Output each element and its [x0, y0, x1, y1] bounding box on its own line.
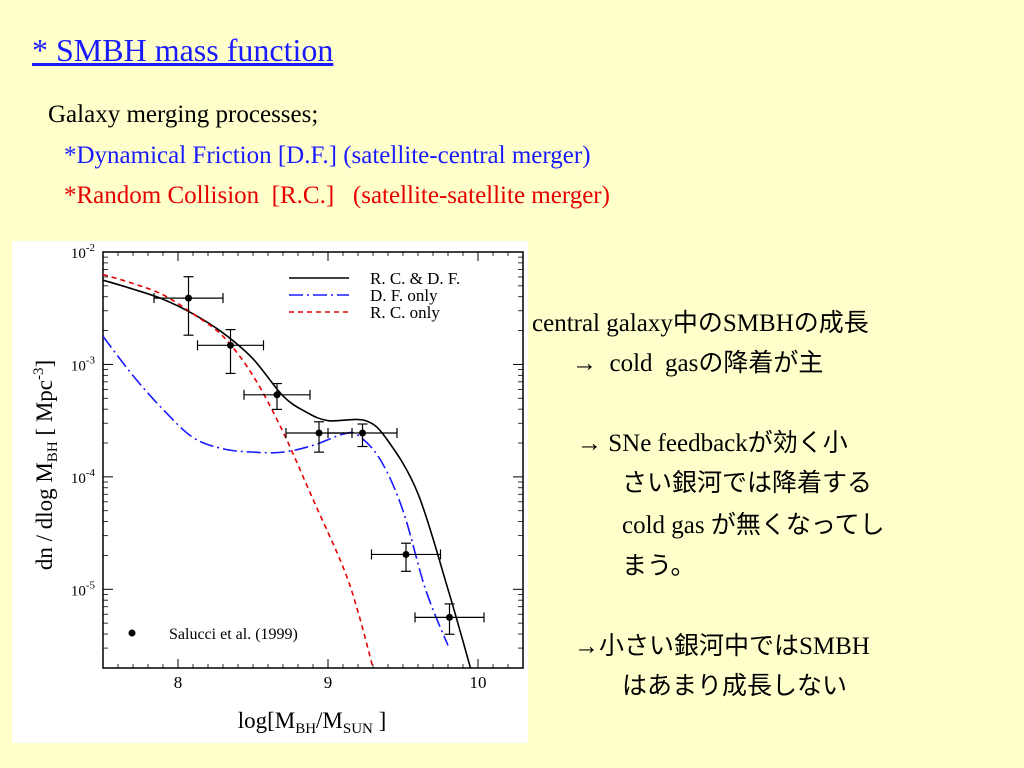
note-small-galaxies: さい銀河では降着する — [622, 470, 873, 497]
merging-processes-heading: Galaxy merging processes; — [48, 101, 319, 128]
x-tick-label-10: 10 — [470, 673, 487, 692]
data-point — [315, 429, 323, 437]
x-axis-label: log[MBH/MSUN ] — [238, 708, 387, 737]
y-axis-label: dn / dlog MBH [ Mpc-3] — [31, 360, 61, 570]
mass-function-plot: 8 9 10 10-2 10-3 10-4 10-5 R. C. & D. F. D. F. o… — [12, 241, 528, 743]
dynamical-friction-line: *Dynamical Friction [D.F.] (satellite-ce… — [64, 142, 591, 169]
data-point — [185, 294, 192, 302]
x-tick-label-8: 8 — [174, 673, 183, 692]
data-point — [359, 429, 366, 437]
random-collision-line: *Random Collision [R.C.] (satellite-sate… — [64, 182, 610, 209]
note-sne-feedback: → SNe feedbackが効く小 — [577, 430, 848, 457]
data-point — [273, 391, 281, 399]
slide-title: * SMBH mass function — [32, 32, 334, 68]
note-smbh-not-grow: はあまり成長しない — [622, 673, 848, 700]
series-line-0 — [103, 279, 472, 668]
note-end: まう。 — [622, 553, 696, 580]
note-cold-gas-gone: cold gas が無くなってし — [622, 512, 885, 539]
legend-point-label: Salucci et al. (1999) — [169, 626, 298, 643]
plot-frame — [102, 251, 524, 669]
chart-svg: 8 9 10 10-2 10-3 10-4 10-5 R. C. & D. F.D. F. o… — [31, 242, 524, 737]
note-central-galaxy: central galaxy中のSMBHの成長 — [532, 310, 869, 337]
legend-point-swatch — [128, 629, 136, 637]
y-tick-label-10-5: 10-5 — [71, 579, 96, 599]
y-tick-label-10-4: 10-4 — [71, 467, 96, 487]
note-smbh-small: →小さい銀河中ではSMBH — [574, 633, 870, 660]
series-line-2 — [103, 273, 374, 668]
series-line-1 — [103, 335, 449, 646]
legend-label-2: R. C. only — [370, 303, 440, 322]
legend-label-1: D. F. only — [370, 286, 438, 305]
y-tick-label-10-3: 10-3 — [71, 354, 96, 374]
data-point — [227, 341, 234, 349]
data-point — [402, 550, 410, 558]
data-point — [446, 613, 453, 621]
legend-label-0: R. C. & D. F. — [370, 269, 460, 288]
x-tick-label-9: 9 — [324, 673, 333, 692]
note-cold-gas: → cold gasの降着が主 — [572, 350, 824, 377]
y-tick-label-10-2: 10-2 — [71, 242, 95, 262]
